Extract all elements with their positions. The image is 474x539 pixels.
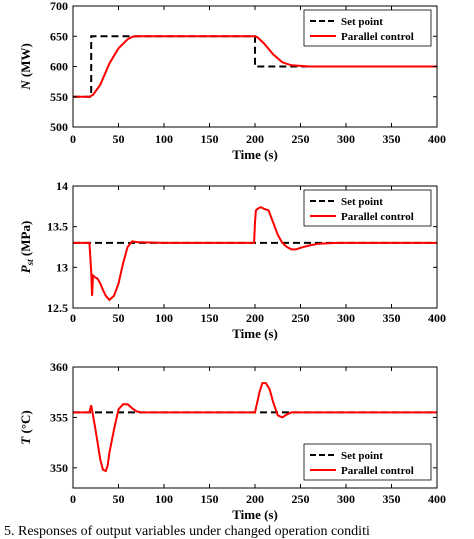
y-tick-label: 12.5	[47, 301, 68, 315]
legend-label: Set point	[341, 450, 383, 462]
series-line-parallel-control	[73, 382, 437, 473]
x-tick-label: 100	[155, 132, 173, 146]
y-tick-label: 350	[50, 461, 68, 475]
x-tick-label: 200	[246, 492, 264, 506]
x-tick-label: 350	[383, 492, 401, 506]
legend-label: Parallel control	[341, 465, 414, 477]
x-axis-label: Time (s)	[232, 507, 278, 522]
y-tick-label: 700	[50, 0, 68, 13]
y-tick-label: 600	[50, 60, 68, 74]
legend: Set point Parallel control	[303, 189, 432, 227]
series-line-parallel-control	[73, 205, 437, 302]
x-tick-label: 300	[337, 132, 355, 146]
y-axis-label: Pst (MPa)	[18, 221, 35, 274]
x-tick-label: 300	[337, 492, 355, 506]
y-tick-label: 13.5	[47, 220, 68, 234]
x-tick-label: 350	[383, 311, 401, 325]
y-tick-label: 500	[50, 120, 68, 134]
x-tick-label: 200	[246, 311, 264, 325]
y-tick-label: 13	[56, 260, 68, 274]
x-tick-label: 300	[337, 311, 355, 325]
chart-panel-1: 0 50 100 150 200 250 300 350 400 500 550 600 650 700 T…	[18, 0, 446, 162]
y-tick-label: 360	[50, 360, 68, 374]
figure-caption: 5. Responses of output variables under c…	[4, 524, 370, 539]
x-tick-label: 200	[246, 132, 264, 146]
series-line-parallel-control	[73, 35, 437, 98]
legend-box	[303, 189, 432, 227]
x-tick-label: 400	[428, 492, 446, 506]
x-tick-label: 50	[113, 132, 125, 146]
x-tick-label: 50	[113, 492, 125, 506]
x-tick-label: 0	[70, 311, 76, 325]
x-tick-label: 350	[383, 132, 401, 146]
y-axis-label: T (°C)	[18, 410, 33, 444]
x-axis-label: Time (s)	[232, 147, 278, 162]
legend-box	[303, 443, 432, 481]
chart-panel-3: 0 50 100 150 200 250 300 350 400 350 355 360 Time (s…	[18, 360, 446, 522]
x-tick-label: 250	[292, 132, 310, 146]
legend: Set point Parallel control	[303, 443, 432, 481]
legend: Set point Parallel control	[303, 9, 432, 47]
x-tick-label: 50	[113, 311, 125, 325]
legend-label: Parallel control	[341, 31, 414, 43]
y-tick-label: 355	[50, 410, 68, 424]
x-tick-label: 250	[292, 492, 310, 506]
x-tick-label: 0	[70, 492, 76, 506]
chart-panel-2: 0 50 100 150 200 250 300 350 400 12.5 13 13.5 14 Time…	[18, 179, 446, 341]
y-tick-label: 650	[50, 29, 68, 43]
x-tick-label: 150	[201, 311, 219, 325]
x-tick-label: 150	[201, 132, 219, 146]
y-tick-label: 550	[50, 90, 68, 104]
x-tick-label: 100	[155, 311, 173, 325]
legend-label: Set point	[341, 16, 383, 28]
x-tick-label: 150	[201, 492, 219, 506]
x-tick-label: 100	[155, 492, 173, 506]
legend-label: Parallel control	[341, 211, 414, 223]
y-axis-label: N (MW)	[18, 43, 33, 91]
x-tick-label: 400	[428, 132, 446, 146]
x-axis-label: Time (s)	[232, 326, 278, 341]
x-tick-label: 400	[428, 311, 446, 325]
x-tick-label: 250	[292, 311, 310, 325]
legend-box	[303, 9, 432, 47]
y-tick-label: 14	[56, 179, 68, 193]
legend-label: Set point	[341, 196, 383, 208]
x-tick-label: 0	[70, 132, 76, 146]
